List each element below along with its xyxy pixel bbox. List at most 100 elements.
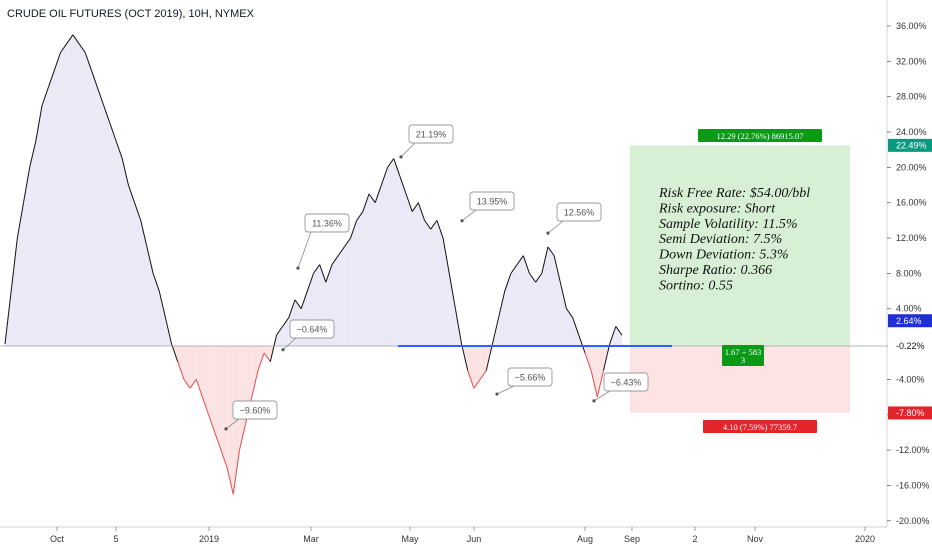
price-segment <box>41 87 49 106</box>
y-tick-label: 12.00% <box>896 233 927 243</box>
x-tick-label: Aug <box>577 534 593 544</box>
price-segment <box>473 379 481 389</box>
x-tick-label: Sep <box>624 534 640 544</box>
price-segment <box>282 317 290 327</box>
callout-leader <box>593 390 611 402</box>
price-segment <box>491 317 500 345</box>
x-tick-label: 2020 <box>855 534 875 544</box>
callout-dot <box>399 155 403 159</box>
area-segment <box>387 158 394 346</box>
area-segment <box>208 346 215 433</box>
callout-label: −9.60% <box>240 406 271 416</box>
price-segment <box>430 220 438 230</box>
price-segment <box>596 370 604 398</box>
area-segment <box>91 70 98 346</box>
area-segment <box>122 158 129 346</box>
callout-dot <box>281 348 285 352</box>
area-segment <box>23 167 30 346</box>
price-tag-label: -0.22% <box>896 341 925 351</box>
callout-leader <box>225 418 240 430</box>
area-fills <box>5 34 622 495</box>
area-segment <box>338 246 345 346</box>
price-segment <box>374 184 382 203</box>
price-segment <box>177 361 185 380</box>
price-segment <box>220 449 228 468</box>
callout-label: 12.56% <box>564 208 595 218</box>
area-segment <box>406 193 413 346</box>
price-segment <box>529 273 537 283</box>
callout-dot <box>546 231 550 235</box>
price-tag-bg <box>888 314 932 328</box>
callout-dot <box>495 392 499 396</box>
price-segment <box>590 370 598 398</box>
price-segment <box>269 335 277 362</box>
price-segment <box>226 467 234 495</box>
price-segment <box>467 370 475 389</box>
price-segment <box>325 264 333 283</box>
price-segment <box>189 379 197 389</box>
price-segment <box>319 264 327 283</box>
callout-dot <box>592 399 596 403</box>
price-segment <box>547 246 555 256</box>
price-segment <box>405 193 413 212</box>
price-segment <box>510 264 518 274</box>
stop-label: 4.10 (7.59%) 77359.7 <box>723 422 797 432</box>
area-segment <box>362 193 370 346</box>
y-tick-label: 4.00% <box>896 304 922 314</box>
price-segment <box>411 202 419 212</box>
area-segment <box>597 346 604 398</box>
price-segment <box>294 299 302 310</box>
center-label-bg <box>722 345 764 366</box>
price-lines <box>4 34 623 495</box>
area-segment <box>393 158 400 346</box>
area-segment <box>399 176 407 346</box>
price-segment <box>578 335 586 354</box>
area-segment <box>134 202 141 346</box>
area-segment <box>504 273 511 346</box>
area-segment <box>356 211 363 346</box>
area-segment <box>251 346 258 398</box>
callout-label: 13.95% <box>477 197 508 207</box>
stat-line: Sample Volatility: 11.5% <box>659 217 798 232</box>
area-segment <box>615 326 622 346</box>
callout-dot <box>460 219 464 223</box>
stop-label-bg <box>703 420 817 433</box>
price-segment <box>276 326 284 336</box>
price-segment <box>343 237 351 248</box>
area-segment <box>109 123 117 347</box>
price-segment <box>103 105 111 124</box>
area-segment <box>29 140 36 346</box>
price-segment <box>146 246 154 274</box>
price-segment <box>10 237 18 292</box>
price-tag-label: 22.49% <box>896 141 927 151</box>
price-segment <box>16 202 25 239</box>
price-segment <box>152 273 160 292</box>
area-segment <box>239 346 246 451</box>
price-segment <box>84 52 92 71</box>
price-segment <box>127 184 136 203</box>
callout-box <box>304 213 350 233</box>
area-segment <box>79 43 86 346</box>
area-segment <box>436 220 444 346</box>
area-segment <box>344 238 351 346</box>
y-tick-label: -12.00% <box>896 445 930 455</box>
price-segment <box>238 423 247 451</box>
area-segment <box>257 346 265 371</box>
callout-dot <box>296 266 300 270</box>
callout-label: 21.19% <box>416 130 447 140</box>
area-segment <box>572 317 579 346</box>
price-segment <box>436 220 444 239</box>
price-segment <box>257 352 265 371</box>
price-segment <box>535 273 543 283</box>
price-segment <box>603 343 611 371</box>
price-segment <box>350 220 358 239</box>
area-segment <box>202 346 209 415</box>
area-segment <box>60 43 67 346</box>
area-segment <box>381 167 388 346</box>
y-tick-label: 36.00% <box>896 21 927 31</box>
price-segment <box>572 317 580 336</box>
x-tick-label: Mar <box>303 534 319 544</box>
price-segment <box>584 352 592 371</box>
price-segment <box>251 370 259 398</box>
